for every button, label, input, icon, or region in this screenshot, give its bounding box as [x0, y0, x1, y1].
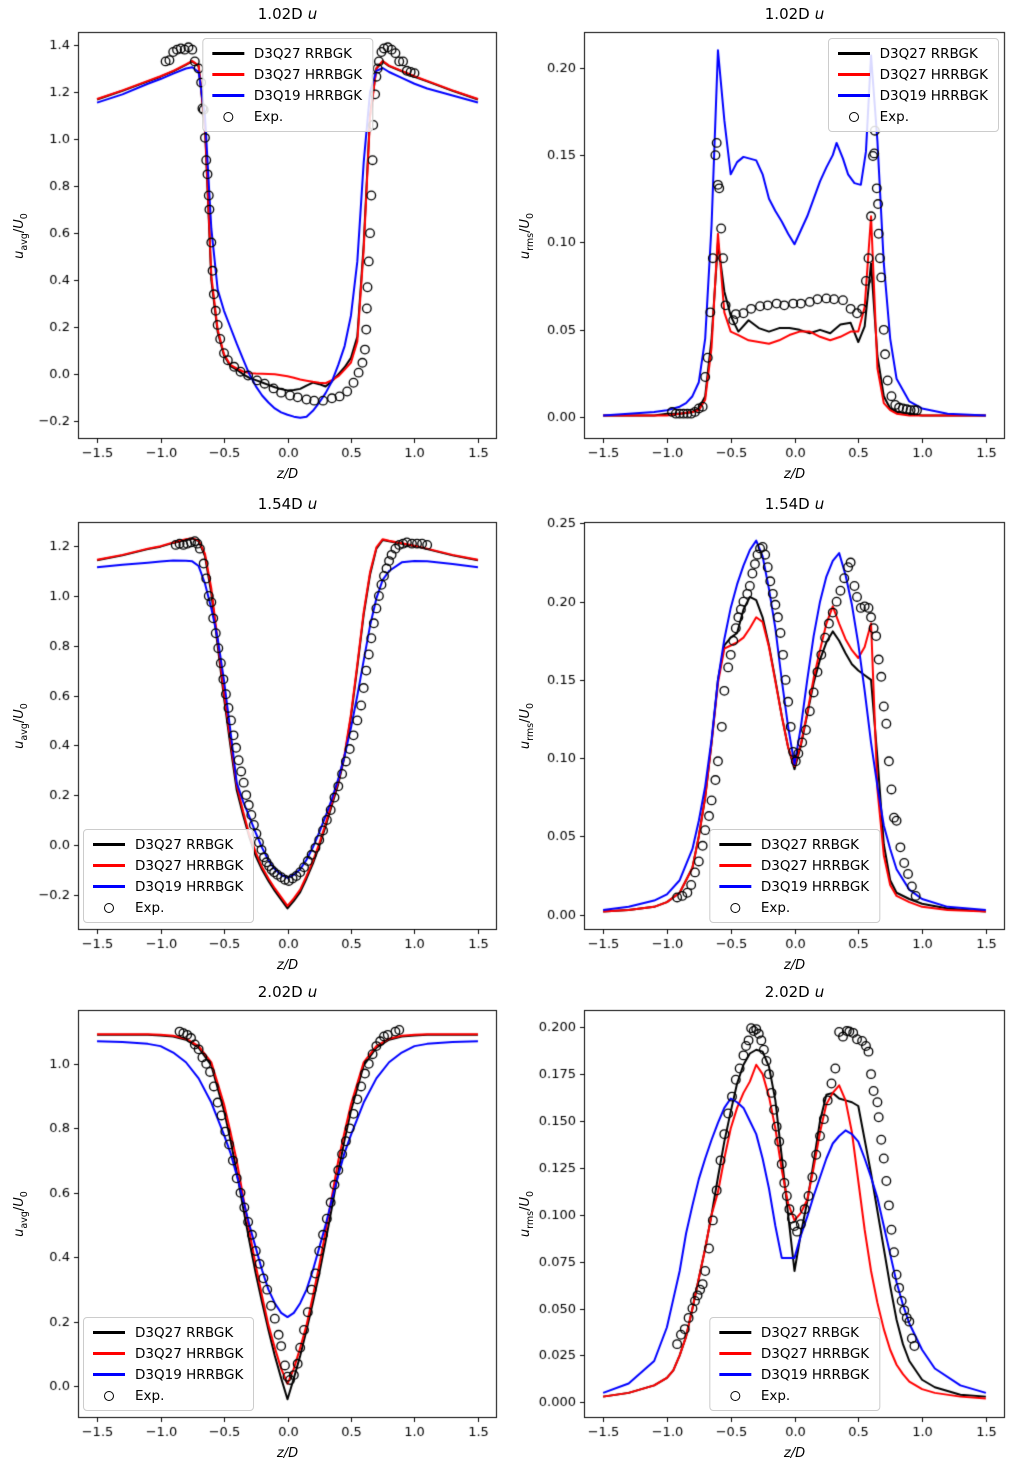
- title-math: u: [307, 495, 318, 513]
- legend-entry-d3q27-rrbgk: D3Q27 RRBGK: [718, 1322, 869, 1343]
- y-axis-label: uavg/U0: [12, 703, 30, 749]
- legend-entry-d3q27-rrbgk: D3Q27 RRBGK: [93, 1322, 243, 1343]
- title-math: u: [814, 495, 825, 513]
- x-axis-label: z/D: [783, 467, 806, 482]
- legend-entry-exp: Exp.: [719, 1385, 869, 1406]
- legend-entry-d3q19-hrrbgk: D3Q19 HRRBGK: [93, 876, 243, 897]
- legend-entry-d3q27-hrrbgk: D3Q27 HRRBGK: [211, 64, 362, 85]
- legend-entry-d3q27-hrrbgk: D3Q27 HRRBGK: [93, 1343, 243, 1364]
- panel-1-54d-uavg: 1.54D u uavg/U0 z/D D3Q27 RRBGK D3Q27 HRR…: [12, 495, 497, 973]
- legend-entry-exp: Exp.: [93, 897, 243, 918]
- legend-entry-d3q19-hrrbgk: D3Q19 HRRBGK: [837, 85, 988, 106]
- line-swatch-blue-icon: [718, 1373, 751, 1376]
- title-prefix: 1.02D: [764, 5, 810, 23]
- y-axis-label: uavg/U0: [12, 212, 30, 259]
- title-prefix: 1.54D: [257, 495, 303, 513]
- line-swatch-black-icon: [93, 1331, 125, 1334]
- panel-1-02d-urms: 1.02D u urms/U0 z/D D3Q27 RRBGK D3Q27 HRR…: [518, 5, 1005, 482]
- line-swatch-red-icon: [211, 73, 244, 76]
- legend-entry-d3q19-hrrbgk: D3Q19 HRRBGK: [211, 85, 362, 106]
- line-swatch-blue-icon: [93, 885, 125, 888]
- circle-marker-icon: [93, 1390, 125, 1401]
- title-math: u: [307, 5, 318, 23]
- line-swatch-black-icon: [718, 843, 751, 846]
- line-swatch-red-icon: [93, 864, 125, 867]
- legend-entry-d3q27-hrrbgk: D3Q27 HRRBGK: [718, 1343, 869, 1364]
- line-swatch-black-icon: [718, 1331, 751, 1334]
- line-swatch-blue-icon: [837, 94, 870, 97]
- legend-entry-d3q19-hrrbgk: D3Q19 HRRBGK: [718, 1364, 869, 1385]
- legend-entry-d3q27-rrbgk: D3Q27 RRBGK: [837, 43, 988, 64]
- circle-marker-icon: [212, 111, 244, 122]
- y-axis-label: urms/U0: [518, 212, 536, 259]
- title-math: u: [814, 983, 825, 1001]
- line-swatch-blue-icon: [93, 1373, 125, 1376]
- title-prefix: 2.02D: [764, 983, 810, 1001]
- circle-marker-icon: [719, 902, 751, 913]
- title-math: u: [814, 5, 825, 23]
- panel-2-02d-uavg: 2.02D u uavg/U0 z/D D3Q27 RRBGK D3Q27 HRR…: [12, 983, 497, 1461]
- line-swatch-red-icon: [718, 1352, 751, 1355]
- legend: D3Q27 RRBGK D3Q27 HRRBGK D3Q19 HRRBGK Ex…: [708, 829, 881, 923]
- circle-marker-icon: [719, 1390, 751, 1401]
- y-axis-label: urms/U0: [518, 1190, 536, 1238]
- panel-title: 1.02D u: [258, 5, 317, 23]
- x-axis-label: z/D: [783, 1446, 806, 1461]
- title-prefix: 2.02D: [257, 983, 303, 1001]
- legend-entry-exp: Exp.: [838, 106, 988, 127]
- legend: D3Q27 RRBGK D3Q27 HRRBGK D3Q19 HRRBGK Ex…: [201, 38, 374, 132]
- line-swatch-blue-icon: [211, 94, 244, 97]
- title-prefix: 1.54D: [764, 495, 810, 513]
- line-swatch-red-icon: [93, 1352, 125, 1355]
- panel-title: 2.02D u: [765, 983, 824, 1001]
- line-swatch-blue-icon: [718, 885, 751, 888]
- panel-1-02d-uavg: 1.02D u uavg/U0 z/D D3Q27 RRBGK D3Q27 HRR…: [12, 5, 497, 482]
- panel-title: 1.54D u: [765, 495, 824, 513]
- legend-entry-exp: Exp.: [212, 106, 362, 127]
- line-swatch-red-icon: [718, 864, 751, 867]
- panel-2-02d-urms: 2.02D u urms/U0 z/D D3Q27 RRBGK D3Q27 HRR…: [518, 983, 1005, 1461]
- panel-1-54d-urms: 1.54D u urms/U0 z/D D3Q27 RRBGK D3Q27 HRR…: [518, 495, 1005, 973]
- legend-entry-d3q27-hrrbgk: D3Q27 HRRBGK: [718, 855, 869, 876]
- legend-entry-d3q27-hrrbgk: D3Q27 HRRBGK: [837, 64, 988, 85]
- circle-marker-icon: [93, 902, 125, 913]
- legend-entry-exp: Exp.: [719, 897, 869, 918]
- x-axis-label: z/D: [276, 958, 299, 973]
- y-axis-label: uavg/U0: [12, 1191, 30, 1237]
- legend-entry-exp: Exp.: [93, 1385, 243, 1406]
- x-axis-label: z/D: [276, 467, 299, 482]
- legend-entry-d3q27-rrbgk: D3Q27 RRBGK: [718, 834, 869, 855]
- line-swatch-black-icon: [837, 52, 870, 55]
- legend-entry-d3q19-hrrbgk: D3Q19 HRRBGK: [718, 876, 869, 897]
- legend-entry-d3q19-hrrbgk: D3Q19 HRRBGK: [93, 1364, 243, 1385]
- line-swatch-black-icon: [211, 52, 244, 55]
- legend: D3Q27 RRBGK D3Q27 HRRBGK D3Q19 HRRBGK Ex…: [827, 38, 999, 132]
- line-swatch-red-icon: [837, 73, 870, 76]
- legend-entry-d3q27-hrrbgk: D3Q27 HRRBGK: [93, 855, 243, 876]
- panel-title: 2.02D u: [258, 983, 317, 1001]
- x-axis-label: z/D: [783, 958, 806, 973]
- y-axis-label: urms/U0: [518, 702, 536, 750]
- legend: D3Q27 RRBGK D3Q27 HRRBGK D3Q19 HRRBGK Ex…: [83, 829, 255, 923]
- legend-entry-d3q27-rrbgk: D3Q27 RRBGK: [93, 834, 243, 855]
- legend: D3Q27 RRBGK D3Q27 HRRBGK D3Q19 HRRBGK Ex…: [83, 1317, 255, 1411]
- title-math: u: [307, 983, 318, 1001]
- title-prefix: 1.02D: [257, 5, 303, 23]
- panel-title: 1.54D u: [258, 495, 317, 513]
- x-axis-label: z/D: [276, 1446, 299, 1461]
- panel-title: 1.02D u: [765, 5, 824, 23]
- circle-marker-icon: [838, 111, 870, 122]
- line-swatch-black-icon: [93, 843, 125, 846]
- legend: D3Q27 RRBGK D3Q27 HRRBGK D3Q19 HRRBGK Ex…: [708, 1317, 881, 1411]
- legend-entry-d3q27-rrbgk: D3Q27 RRBGK: [211, 43, 362, 64]
